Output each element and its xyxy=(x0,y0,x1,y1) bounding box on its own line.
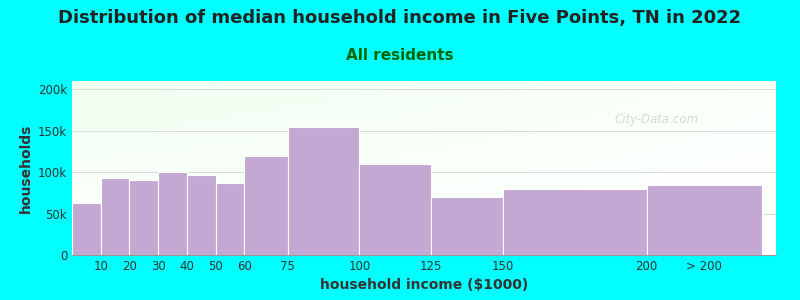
Bar xyxy=(130,180,158,255)
Bar xyxy=(431,197,503,255)
Text: All residents: All residents xyxy=(346,48,454,63)
Bar xyxy=(216,183,245,255)
Bar xyxy=(503,189,646,255)
X-axis label: household income ($1000): household income ($1000) xyxy=(320,278,528,292)
Bar xyxy=(359,164,431,255)
Bar xyxy=(158,172,187,255)
Bar xyxy=(287,127,359,255)
Bar xyxy=(72,203,101,255)
Text: Distribution of median household income in Five Points, TN in 2022: Distribution of median household income … xyxy=(58,9,742,27)
Text: City-Data.com: City-Data.com xyxy=(614,113,698,126)
Bar xyxy=(187,175,216,255)
Bar xyxy=(245,156,287,255)
Bar xyxy=(646,184,762,255)
Y-axis label: households: households xyxy=(18,123,33,213)
Bar xyxy=(101,178,130,255)
